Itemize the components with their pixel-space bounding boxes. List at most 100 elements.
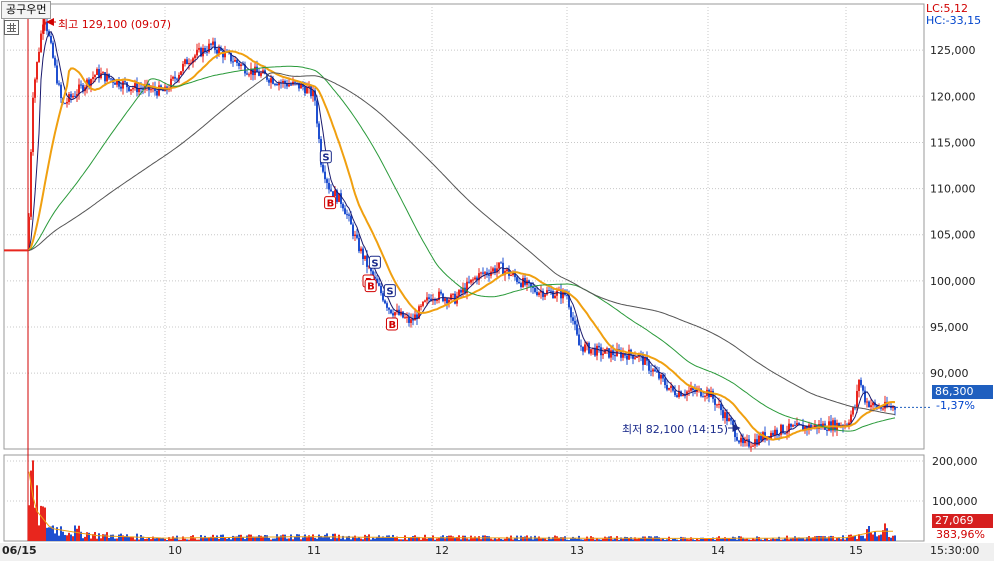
candle-body: [446, 298, 448, 304]
volume-bar: [370, 539, 372, 541]
candle-body: [182, 63, 184, 72]
volume-bar: [58, 535, 60, 541]
candle-body: [426, 297, 428, 301]
candle-body: [58, 83, 60, 85]
volume-bar: [834, 539, 836, 541]
volume-bar: [384, 537, 386, 541]
candle-body: [512, 273, 514, 276]
candle-body: [358, 237, 360, 252]
signal-s-marker[interactable]: [383, 284, 396, 298]
volume-bar: [40, 505, 42, 541]
volume-bar: [686, 539, 688, 541]
volume-bar: [372, 537, 374, 541]
candle-body: [792, 425, 794, 427]
candle-body: [364, 255, 366, 259]
candle-body: [570, 307, 572, 318]
volume-bar: [694, 540, 696, 542]
volume-bar: [500, 538, 502, 541]
candle-body: [328, 182, 330, 190]
candle-body: [370, 266, 372, 272]
volume-bar: [310, 536, 312, 541]
signal-b-marker[interactable]: [364, 279, 377, 293]
volume-bar: [530, 536, 532, 541]
volume-bar: [242, 537, 244, 541]
volume-bar: [30, 470, 32, 541]
candle-body: [554, 295, 556, 299]
signal-s-marker[interactable]: [319, 150, 332, 164]
signal-s-label: S: [386, 287, 393, 298]
candle-body: [752, 445, 754, 447]
candle-body: [580, 345, 582, 347]
candle-body: [420, 305, 422, 307]
volume-bar: [28, 505, 30, 541]
volume-bar: [100, 538, 102, 541]
candle-body: [242, 64, 244, 66]
candle-body: [82, 85, 84, 92]
volume-bar: [860, 535, 862, 541]
volume-bar: [876, 536, 878, 541]
volume-bar: [42, 506, 44, 541]
volume-bar: [882, 530, 884, 541]
candle-body: [676, 395, 678, 397]
candle-body: [662, 374, 664, 379]
volume-bar: [174, 538, 176, 541]
volume-bar: [72, 536, 74, 541]
candle-body: [416, 314, 418, 319]
candle-body: [448, 299, 450, 304]
candle-body: [186, 59, 188, 65]
candle-body: [468, 281, 470, 283]
volume-bar: [272, 538, 274, 541]
signal-s-marker[interactable]: [368, 255, 381, 269]
volume-bar: [70, 534, 72, 541]
candle-body: [588, 342, 590, 354]
candle-body: [266, 74, 268, 80]
candle-body: [174, 76, 176, 79]
candle-body: [288, 84, 290, 87]
candle-body: [440, 291, 442, 294]
signal-b-marker[interactable]: [385, 317, 398, 331]
volume-bar: [596, 538, 598, 541]
volume-bar: [772, 537, 774, 541]
volume-bar: [64, 534, 66, 541]
candle-body: [156, 90, 158, 96]
volume-bar: [304, 534, 306, 541]
signal-b-marker[interactable]: [324, 196, 337, 210]
candle-body: [342, 203, 344, 209]
volume-bar: [468, 539, 470, 541]
volume-bar: [614, 538, 616, 541]
x-tick-label: 15: [849, 544, 863, 557]
candle-body: [702, 396, 704, 398]
candle-body: [758, 435, 760, 445]
volume-bar: [818, 535, 820, 541]
volume-bar: [808, 536, 810, 541]
volume-bar: [406, 539, 408, 541]
volume-bar: [194, 538, 196, 541]
volume-bar: [782, 539, 784, 541]
grid-settings-icon[interactable]: [4, 20, 19, 35]
candle-body: [486, 272, 488, 275]
volume-bar: [146, 538, 148, 541]
volume-bar: [854, 535, 856, 541]
volume-bar: [234, 536, 236, 541]
candle-body: [394, 312, 396, 316]
candle-body: [720, 404, 722, 411]
candle-body: [518, 281, 520, 284]
volume-bar: [246, 535, 248, 541]
candle-body: [678, 391, 680, 397]
candle-body: [290, 84, 292, 86]
stock-name-label[interactable]: 공구우먼: [1, 1, 52, 19]
volume-bar: [866, 529, 868, 541]
volume-bar: [386, 535, 388, 541]
volume-bar: [120, 533, 122, 541]
candle-body: [866, 401, 868, 403]
volume-bar: [366, 536, 368, 541]
volume-bar: [726, 538, 728, 541]
volume-bar: [48, 527, 50, 541]
volume-bar: [382, 536, 384, 541]
volume-bar: [664, 539, 666, 541]
candle-body: [496, 268, 498, 273]
volume-bar: [420, 539, 422, 541]
candle-body: [782, 424, 784, 434]
